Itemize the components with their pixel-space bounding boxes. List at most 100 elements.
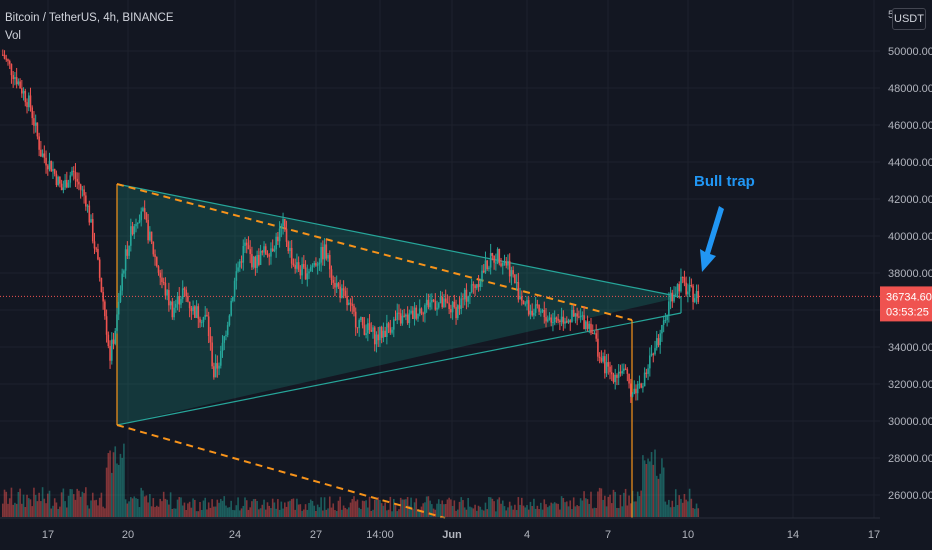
- volume-bar: [569, 500, 572, 517]
- candle-body: [14, 77, 16, 80]
- candle-body: [133, 226, 136, 235]
- volume-bar: [154, 507, 156, 517]
- volume-bar: [427, 496, 430, 517]
- volume-bar: [273, 502, 276, 517]
- time-tick-label: 4: [524, 529, 530, 541]
- volume-indicator-label[interactable]: Vol: [5, 30, 21, 42]
- candle-body: [380, 327, 383, 338]
- volume-bar: [308, 503, 310, 517]
- volume-bar: [391, 511, 393, 517]
- candle-body: [320, 246, 322, 263]
- candle-body: [360, 317, 362, 321]
- candle-body: [219, 351, 222, 366]
- volume-bar: [673, 506, 675, 517]
- volume-bar: [292, 498, 295, 517]
- candle-body: [311, 265, 314, 268]
- candle-body: [564, 321, 566, 324]
- candle-body: [372, 327, 374, 332]
- candle-body: [299, 269, 302, 276]
- candle-body: [498, 248, 501, 264]
- volume-bar: [519, 504, 521, 517]
- volume-bar: [287, 501, 290, 517]
- volume-bar: [197, 511, 200, 517]
- candle-body: [649, 355, 651, 369]
- volume-bar: [458, 501, 461, 517]
- candle-body: [283, 218, 286, 229]
- candle-body: [306, 273, 309, 280]
- volume-bar: [344, 507, 347, 517]
- volume-bar: [508, 501, 511, 517]
- volume-bar: [418, 509, 421, 517]
- volume-bar: [90, 500, 92, 517]
- candle-body: [168, 290, 170, 306]
- volume-bar: [489, 497, 492, 517]
- volume-bar: [40, 501, 42, 517]
- volume-bar: [41, 487, 44, 517]
- candle-body: [136, 222, 139, 225]
- candle-body: [242, 245, 245, 263]
- currency-button[interactable]: USDT: [892, 8, 926, 30]
- volume-bar: [498, 497, 501, 517]
- volume-bar: [7, 503, 9, 517]
- volume-bar: [98, 497, 101, 517]
- candle-body: [93, 241, 96, 249]
- candle-body: [31, 107, 34, 119]
- candle-body: [417, 313, 419, 319]
- volume-bar: [431, 504, 433, 517]
- volume-bar: [213, 506, 215, 517]
- volume-bar: [55, 502, 58, 517]
- volume-bar: [655, 475, 658, 517]
- volume-bar: [192, 498, 194, 517]
- volume-bar: [482, 510, 485, 517]
- candle-body: [373, 327, 376, 345]
- volume-bar: [661, 458, 663, 517]
- volume-bar: [342, 505, 345, 517]
- volume-bar: [354, 501, 357, 517]
- candle-body: [479, 280, 482, 287]
- candle-body: [685, 282, 687, 295]
- triangle-lower-edge: [116, 312, 682, 426]
- candle-body: [489, 253, 492, 268]
- volume-bar: [514, 504, 516, 517]
- price-axis[interactable]: 5 50000.00 48000.00 46000.00 44000.00 42000.0…: [880, 0, 932, 550]
- candle-body: [585, 321, 587, 330]
- volume-bar: [341, 509, 343, 517]
- volume-bar: [650, 452, 653, 517]
- candle-body: [527, 300, 530, 315]
- volume-bar: [218, 502, 220, 517]
- candle-body: [3, 54, 6, 59]
- candle-body: [45, 157, 47, 166]
- volume-bar: [367, 507, 369, 517]
- candle-body: [526, 300, 528, 304]
- candle-body: [394, 319, 397, 321]
- candle-body: [600, 357, 603, 362]
- candle-body: [155, 257, 158, 267]
- volume-bar: [645, 463, 648, 517]
- candle-body: [610, 372, 613, 375]
- volume-bar: [109, 450, 111, 517]
- volume-bar: [617, 508, 620, 517]
- candle-body: [287, 241, 290, 251]
- volume-bar: [687, 501, 689, 517]
- candle-body: [392, 319, 395, 330]
- time-axis[interactable]: 17 20 24 27 14:00 Jun 4 7 10 14 17: [0, 517, 880, 541]
- volume-bar: [446, 499, 449, 517]
- price-axis-bg: [880, 0, 932, 550]
- candle-body: [36, 122, 39, 137]
- volume-bar: [249, 507, 251, 517]
- volume-bar: [206, 509, 208, 517]
- candle-body: [60, 183, 63, 191]
- price-tick-label: 34000.00: [888, 342, 932, 354]
- candle-body: [576, 313, 578, 317]
- candle-body: [486, 260, 488, 269]
- volume-bar: [242, 505, 245, 517]
- candle-body: [358, 320, 360, 328]
- volume-bar: [233, 510, 236, 517]
- candle-body: [643, 372, 646, 387]
- candle-body: [692, 285, 694, 302]
- volume-bar: [190, 507, 193, 517]
- symbol-title[interactable]: Bitcoin / TetherUS, 4h, BINANCE: [5, 12, 174, 24]
- candle-body: [277, 236, 279, 242]
- volume-bar: [676, 505, 679, 517]
